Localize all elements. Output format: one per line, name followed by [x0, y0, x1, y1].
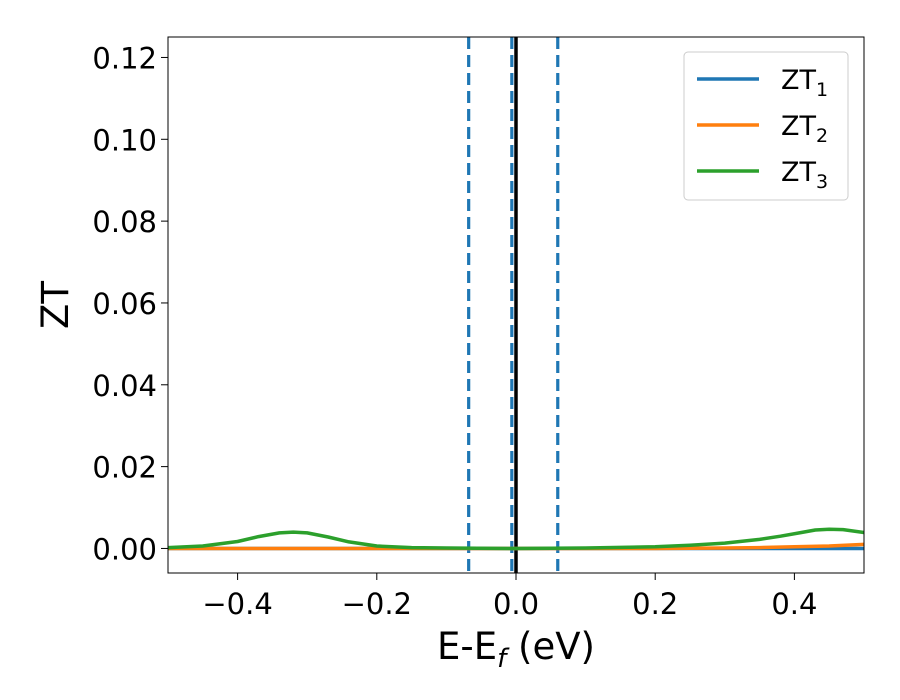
legend-box — [683, 51, 849, 201]
y-tick-label: 0.02 — [92, 451, 157, 485]
legend-label-zt1: ZT1 — [781, 65, 828, 101]
x-tick-label: 0.2 — [632, 587, 678, 621]
x-axis-title-unit: (eV) — [506, 625, 595, 668]
y-tick-label: 0.10 — [92, 123, 157, 157]
x-tick-label: −0.2 — [342, 587, 412, 621]
y-tick-label: 0.08 — [92, 205, 157, 239]
y-axis-title: ZT — [34, 281, 77, 329]
y-tick-label: 0.04 — [92, 369, 157, 403]
series-lines — [168, 527, 864, 551]
legend-label-subscript: 2 — [816, 125, 828, 147]
series-line-zt3 — [168, 527, 864, 551]
legend-label-main: ZT — [781, 157, 816, 188]
legend-label-subscript: 1 — [816, 79, 828, 101]
legend-label-main: ZT — [781, 111, 816, 142]
x-tick-label: 0.0 — [493, 587, 539, 621]
x-axis: −0.4 −0.2 0.0 0.2 0.4 — [202, 573, 817, 621]
x-tick-label: −0.4 — [202, 587, 272, 621]
y-tick-label: 0.00 — [92, 532, 157, 566]
legend-label-zt3: ZT3 — [781, 157, 828, 193]
x-axis-title: E-Ef (eV) — [437, 625, 595, 674]
y-axis: 0.00 0.02 0.04 0.06 0.08 0.10 0.12 — [92, 41, 168, 566]
y-tick-label: 0.12 — [92, 41, 157, 75]
y-tick-label: 0.06 — [92, 287, 157, 321]
legend-label-main: ZT — [781, 65, 816, 96]
legend-label-subscript: 3 — [816, 171, 828, 193]
x-tick-label: 0.4 — [771, 587, 817, 621]
reference-lines — [467, 37, 560, 573]
x-axis-title-main: E-E — [437, 625, 497, 668]
legend-label-zt2: ZT2 — [781, 111, 828, 147]
